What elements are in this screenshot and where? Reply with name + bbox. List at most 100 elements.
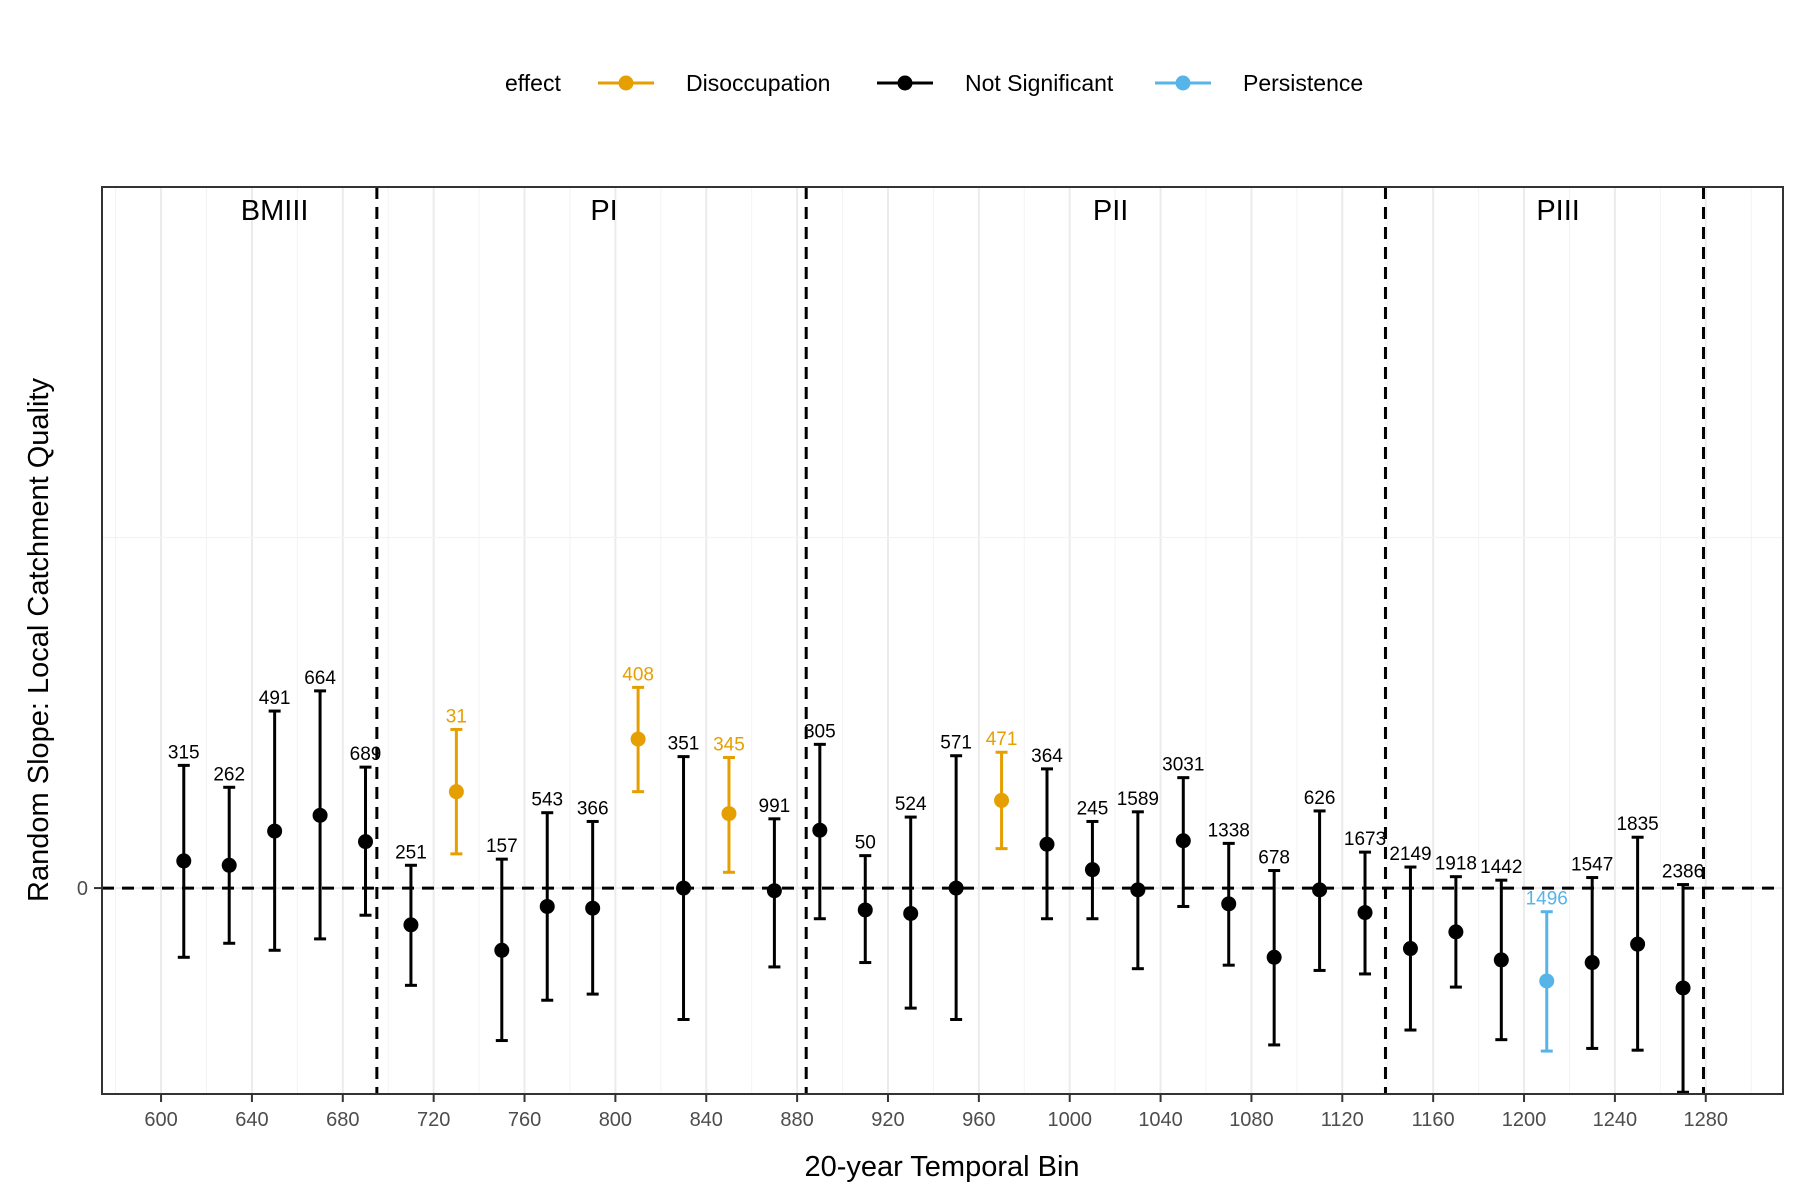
- data-point[interactable]: [1584, 955, 1600, 971]
- x-tick-label: 1280: [1684, 1109, 1729, 1131]
- data-label: 351: [668, 734, 700, 755]
- data-point[interactable]: [1675, 980, 1691, 996]
- data-point[interactable]: [176, 853, 192, 869]
- data-point-group: 364: [1031, 746, 1063, 921]
- x-tick-label: 920: [871, 1109, 904, 1131]
- data-point-group: 2149: [1389, 844, 1432, 1032]
- data-point[interactable]: [630, 731, 646, 747]
- data-label: 157: [486, 836, 518, 857]
- data-point-group: 1589: [1117, 789, 1159, 971]
- legend-label: Not Significant: [965, 70, 1114, 96]
- data-point[interactable]: [1312, 882, 1328, 898]
- data-point-group: 571: [940, 733, 972, 1022]
- data-point[interactable]: [857, 902, 873, 918]
- data-label: 315: [168, 742, 200, 763]
- data-point-group: 245: [1077, 798, 1109, 921]
- legend-entry[interactable]: Not Significant: [877, 70, 1114, 96]
- data-label: 991: [759, 796, 791, 817]
- data-point[interactable]: [721, 806, 737, 822]
- axes: 600 640 680 720 760 800 840 880 920 960 1000 1040 10…: [77, 878, 1728, 1131]
- data-label: 571: [940, 733, 972, 754]
- data-label: 1673: [1344, 829, 1386, 850]
- legend-label: Disoccupation: [686, 70, 830, 96]
- legend-title: effect: [505, 70, 561, 96]
- data-point[interactable]: [1084, 862, 1100, 878]
- x-tick-label: 1040: [1138, 1109, 1183, 1131]
- data-point[interactable]: [1630, 936, 1646, 952]
- data-label: 364: [1031, 746, 1063, 767]
- data-point[interactable]: [994, 792, 1010, 808]
- data-layer: 315 262 491 664 689 251 31 157 543 366 408 351 345 99…: [168, 664, 1704, 1094]
- data-label: 689: [350, 744, 382, 765]
- data-point[interactable]: [448, 784, 464, 800]
- period-label: PIII: [1536, 195, 1580, 227]
- data-point[interactable]: [494, 942, 510, 958]
- data-point-group: 345: [713, 734, 745, 874]
- x-tick-label: 1120: [1321, 1109, 1364, 1131]
- data-label: 408: [622, 664, 654, 685]
- data-point[interactable]: [676, 880, 692, 896]
- data-point-group: 157: [486, 836, 518, 1043]
- x-tick-label: 760: [508, 1109, 541, 1131]
- data-label: 543: [531, 790, 563, 811]
- data-point-group: 408: [622, 664, 654, 794]
- data-point-group: 689: [350, 744, 382, 917]
- legend-key-point: [618, 75, 634, 91]
- legend-label: Persistence: [1243, 70, 1363, 96]
- data-label: 1835: [1616, 814, 1658, 835]
- data-label: 1589: [1117, 789, 1159, 810]
- data-point[interactable]: [812, 822, 828, 838]
- legend-entry[interactable]: Disoccupation: [598, 70, 830, 96]
- data-point[interactable]: [1539, 973, 1555, 989]
- data-label: 471: [986, 729, 1018, 750]
- data-point[interactable]: [1493, 952, 1509, 968]
- data-point[interactable]: [585, 900, 601, 916]
- data-point-group: 262: [213, 764, 245, 945]
- x-tick-label: 1240: [1593, 1109, 1638, 1131]
- data-point[interactable]: [539, 898, 555, 914]
- data-point-group: 351: [668, 734, 700, 1022]
- data-point[interactable]: [1221, 896, 1237, 912]
- data-point[interactable]: [1039, 836, 1055, 852]
- data-label: 305: [804, 721, 836, 742]
- legend-entry[interactable]: Persistence: [1155, 70, 1363, 96]
- data-point[interactable]: [403, 917, 419, 933]
- data-point[interactable]: [948, 880, 964, 896]
- data-point-group: 3031: [1162, 755, 1204, 908]
- plot-panel-border: [101, 186, 1784, 1095]
- data-point[interactable]: [358, 834, 374, 850]
- x-tick-label: 640: [235, 1109, 268, 1131]
- data-point-group: 491: [259, 688, 290, 952]
- x-tick-label: 680: [326, 1109, 359, 1131]
- legend[interactable]: effect Disoccupation Not Significant Persis…: [505, 70, 1363, 96]
- data-label: 1338: [1208, 820, 1250, 841]
- data-point[interactable]: [1130, 882, 1146, 898]
- x-tick-label: 960: [962, 1109, 995, 1131]
- data-label: 345: [713, 734, 745, 755]
- data-point-group: 251: [395, 842, 427, 987]
- data-point-group: 678: [1258, 848, 1290, 1047]
- data-label: 245: [1077, 798, 1109, 819]
- data-label: 262: [213, 764, 245, 785]
- data-label: 664: [304, 668, 336, 689]
- data-point[interactable]: [267, 823, 283, 839]
- data-point[interactable]: [1402, 941, 1418, 957]
- data-point[interactable]: [1448, 924, 1464, 940]
- data-point-group: 315: [168, 742, 200, 959]
- data-point[interactable]: [766, 883, 782, 899]
- period-label: BMIII: [241, 195, 309, 227]
- x-tick-label: 800: [599, 1109, 632, 1131]
- data-point[interactable]: [312, 807, 328, 823]
- data-point-group: 366: [577, 798, 609, 996]
- data-point-group: 1835: [1616, 814, 1659, 1052]
- data-point-group: 524: [895, 794, 927, 1010]
- data-point[interactable]: [1266, 949, 1282, 965]
- data-point-group: 471: [986, 729, 1018, 851]
- data-point-group: 31: [446, 706, 467, 856]
- data-point[interactable]: [1357, 905, 1373, 921]
- x-tick-label: 600: [144, 1109, 177, 1131]
- data-point[interactable]: [903, 905, 919, 921]
- data-point[interactable]: [221, 857, 237, 873]
- data-point[interactable]: [1175, 833, 1191, 849]
